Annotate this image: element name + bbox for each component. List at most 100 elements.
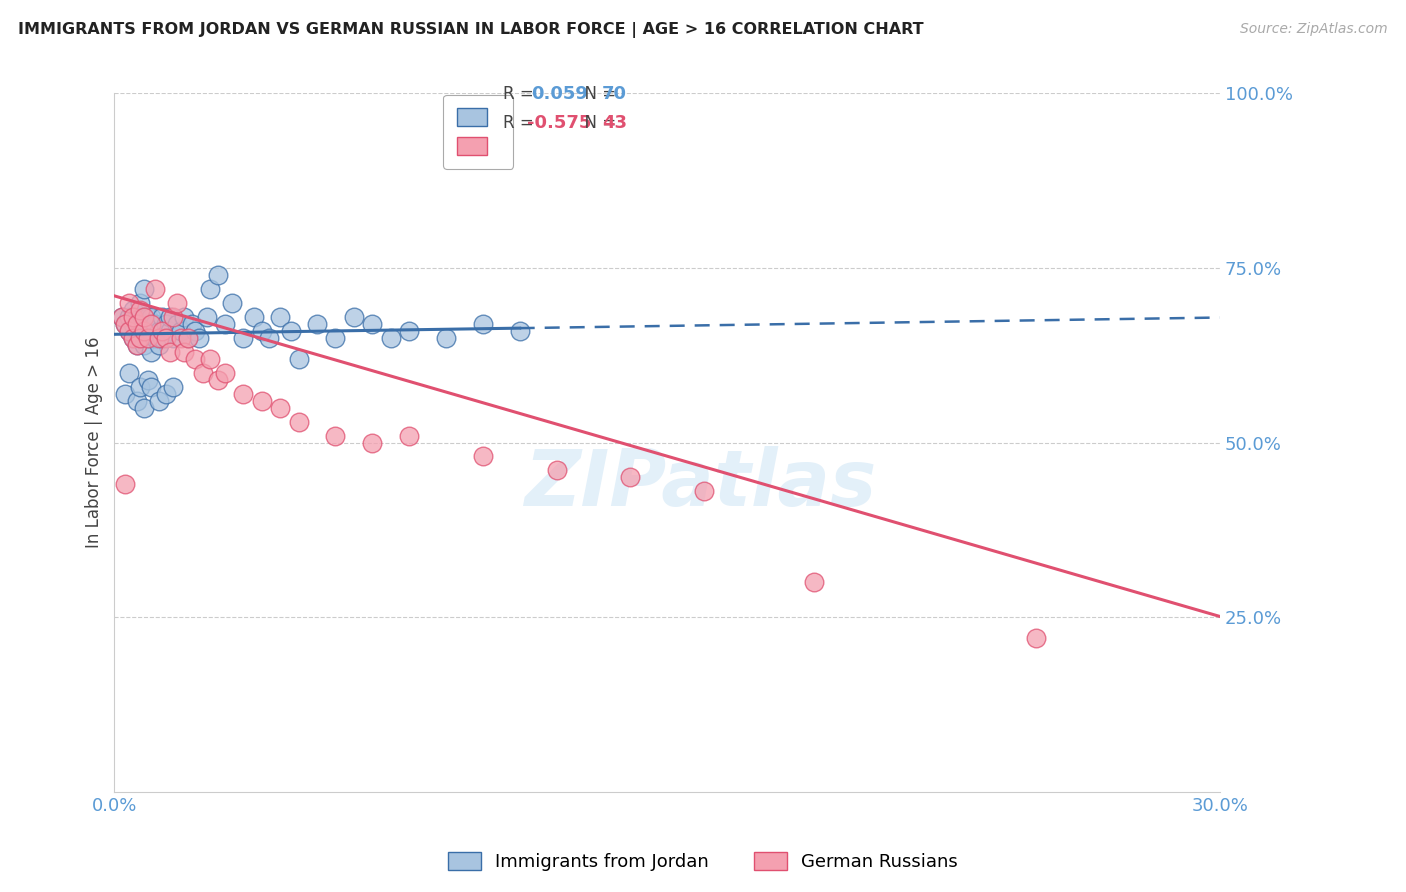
- Point: [188, 331, 211, 345]
- Point: [141, 379, 163, 393]
- Point: [546, 463, 568, 477]
- Point: [166, 317, 188, 331]
- Point: [143, 282, 166, 296]
- Legend: , : ,: [443, 95, 513, 169]
- Point: [150, 331, 173, 345]
- Point: [343, 310, 366, 324]
- Point: [162, 379, 184, 393]
- Point: [232, 386, 254, 401]
- Point: [121, 331, 143, 345]
- Point: [184, 324, 207, 338]
- Point: [125, 324, 148, 338]
- Point: [141, 317, 163, 331]
- Point: [141, 324, 163, 338]
- Point: [118, 324, 141, 338]
- Point: [150, 324, 173, 338]
- Point: [129, 317, 152, 331]
- Point: [136, 331, 159, 345]
- Point: [159, 344, 181, 359]
- Point: [195, 310, 218, 324]
- Legend: Immigrants from Jordan, German Russians: Immigrants from Jordan, German Russians: [441, 845, 965, 879]
- Point: [1024, 631, 1046, 645]
- Point: [325, 331, 347, 345]
- Text: N =: N =: [574, 114, 621, 132]
- Text: 70: 70: [602, 85, 627, 103]
- Text: R =: R =: [503, 114, 540, 132]
- Point: [159, 310, 181, 324]
- Point: [380, 331, 402, 345]
- Point: [207, 373, 229, 387]
- Point: [693, 484, 716, 499]
- Point: [257, 331, 280, 345]
- Point: [136, 331, 159, 345]
- Point: [200, 282, 222, 296]
- Point: [125, 310, 148, 324]
- Point: [150, 310, 173, 324]
- Point: [114, 317, 136, 331]
- Point: [361, 435, 384, 450]
- Point: [121, 310, 143, 324]
- Point: [141, 344, 163, 359]
- Point: [305, 317, 328, 331]
- Point: [121, 317, 143, 331]
- Text: 0.059: 0.059: [531, 85, 588, 103]
- Point: [214, 366, 236, 380]
- Point: [136, 373, 159, 387]
- Point: [114, 477, 136, 491]
- Point: [509, 324, 531, 338]
- Point: [118, 296, 141, 310]
- Point: [243, 310, 266, 324]
- Point: [132, 338, 155, 352]
- Point: [221, 296, 243, 310]
- Point: [287, 351, 309, 366]
- Text: -0.575: -0.575: [527, 114, 592, 132]
- Point: [121, 302, 143, 317]
- Point: [129, 296, 152, 310]
- Point: [173, 344, 195, 359]
- Point: [111, 310, 134, 324]
- Point: [280, 324, 302, 338]
- Text: IMMIGRANTS FROM JORDAN VS GERMAN RUSSIAN IN LABOR FORCE | AGE > 16 CORRELATION C: IMMIGRANTS FROM JORDAN VS GERMAN RUSSIAN…: [18, 22, 924, 38]
- Point: [125, 338, 148, 352]
- Point: [250, 324, 273, 338]
- Point: [471, 317, 494, 331]
- Point: [129, 331, 152, 345]
- Y-axis label: In Labor Force | Age > 16: In Labor Force | Age > 16: [86, 337, 103, 549]
- Point: [250, 393, 273, 408]
- Point: [143, 331, 166, 345]
- Point: [132, 282, 155, 296]
- Point: [166, 296, 188, 310]
- Point: [155, 317, 177, 331]
- Point: [162, 310, 184, 324]
- Point: [207, 268, 229, 282]
- Point: [129, 302, 152, 317]
- Point: [118, 366, 141, 380]
- Point: [132, 401, 155, 415]
- Point: [132, 310, 155, 324]
- Point: [155, 331, 177, 345]
- Point: [132, 324, 155, 338]
- Point: [148, 324, 170, 338]
- Point: [170, 324, 193, 338]
- Point: [143, 317, 166, 331]
- Text: 43: 43: [602, 114, 627, 132]
- Point: [159, 324, 181, 338]
- Point: [184, 351, 207, 366]
- Text: Source: ZipAtlas.com: Source: ZipAtlas.com: [1240, 22, 1388, 37]
- Point: [471, 450, 494, 464]
- Point: [232, 331, 254, 345]
- Point: [114, 386, 136, 401]
- Point: [361, 317, 384, 331]
- Point: [398, 324, 420, 338]
- Point: [269, 401, 291, 415]
- Text: R =: R =: [503, 85, 540, 103]
- Point: [148, 338, 170, 352]
- Point: [214, 317, 236, 331]
- Point: [148, 393, 170, 408]
- Point: [129, 331, 152, 345]
- Point: [132, 310, 155, 324]
- Point: [619, 470, 641, 484]
- Point: [180, 317, 202, 331]
- Point: [132, 324, 155, 338]
- Text: ZIPatlas: ZIPatlas: [524, 446, 876, 523]
